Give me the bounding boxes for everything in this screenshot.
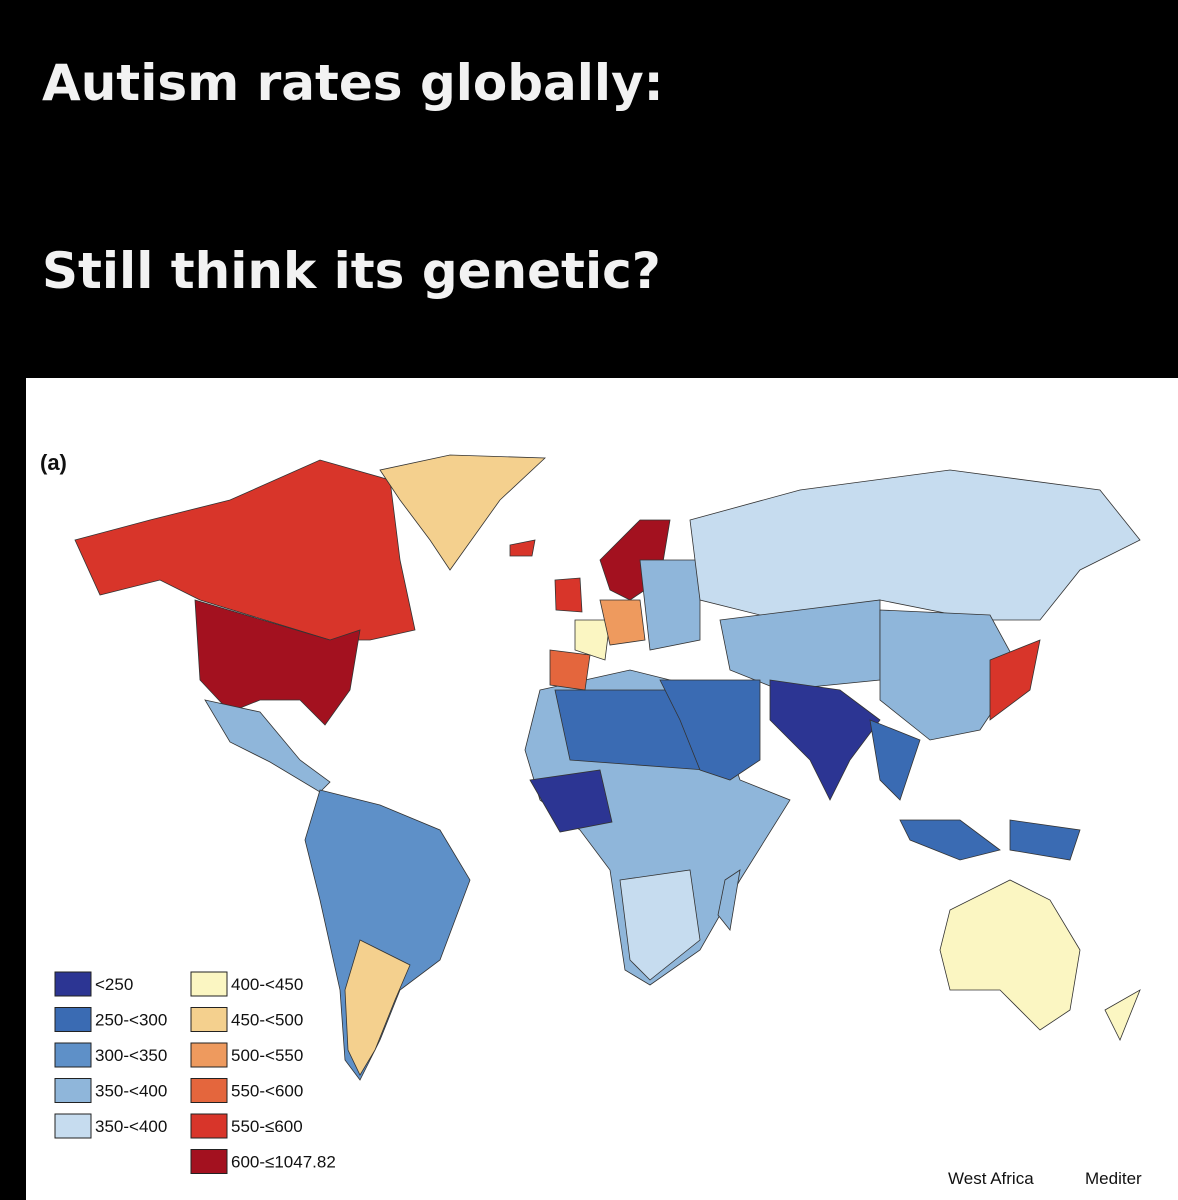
legend-label: 500-<550 [231, 1046, 303, 1065]
legend-label: 300-<350 [95, 1046, 167, 1065]
legend-swatch [190, 971, 228, 997]
legend-swatch [190, 1078, 228, 1103]
header-band [0, 0, 1178, 378]
legend-swatch [54, 971, 92, 997]
legend-swatch [190, 1149, 228, 1174]
legend-label: 250-<300 [95, 1011, 167, 1030]
legend-label: 450-<500 [231, 1011, 303, 1030]
legend-label: 550-<600 [231, 1082, 303, 1101]
legend-label: <250 [95, 975, 133, 994]
legend-label: 550-≤600 [231, 1117, 303, 1136]
legend-label: 400-<450 [231, 975, 303, 994]
inset-label: Mediter [1085, 1169, 1142, 1188]
legend-swatch [190, 1042, 228, 1068]
legend-swatch [190, 1113, 228, 1139]
panel-label: (a) [40, 450, 67, 475]
legend-swatch [54, 1007, 92, 1032]
legend-swatch [190, 1007, 228, 1032]
world-map [74, 454, 1141, 1081]
legend-label: 350-<400 [95, 1117, 167, 1136]
legend-label: 350-<400 [95, 1082, 167, 1101]
subtitle: Still think its genetic? [42, 242, 661, 300]
legend-swatch [54, 1042, 92, 1068]
legend-swatch [54, 1078, 92, 1103]
title: Autism rates globally: [42, 54, 664, 112]
legend: <250 250-<300 300-<350 350-<400 350-<400 400-… [54, 971, 336, 1174]
legend-label: 600-≤1047.82 [231, 1153, 336, 1172]
legend-swatch [54, 1113, 92, 1139]
inset-label: West Africa [948, 1169, 1034, 1188]
